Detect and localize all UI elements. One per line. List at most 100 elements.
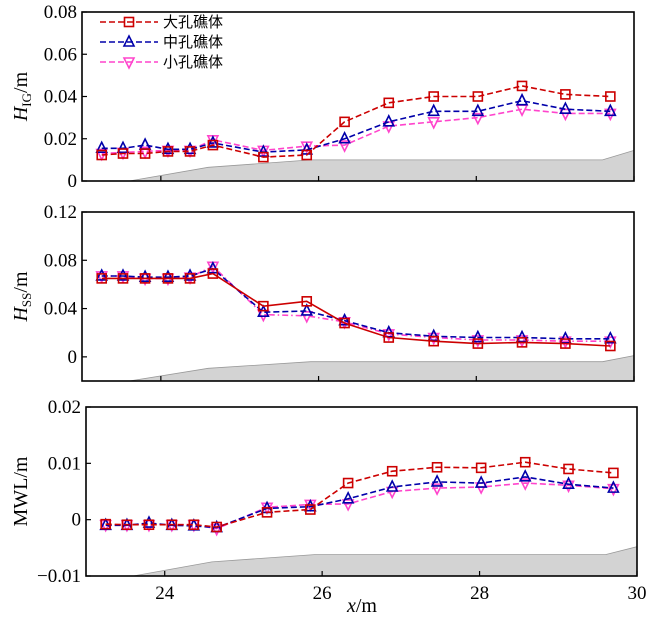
- seabed-profile: [129, 149, 635, 182]
- y-tick-label: 0.01: [48, 453, 81, 474]
- data-point: [184, 273, 196, 284]
- data-point: [117, 148, 129, 159]
- legend-item: 大孔礁体: [100, 13, 223, 31]
- data-point: [605, 340, 616, 352]
- data-point: [562, 480, 575, 494]
- data-point: [116, 271, 130, 284]
- data-point: [139, 273, 151, 284]
- data-point: [188, 519, 200, 531]
- data-point: [207, 139, 219, 151]
- data-point: [427, 117, 440, 130]
- data-point: [431, 461, 443, 473]
- series-中孔礁体: [95, 92, 617, 157]
- data-point: [258, 151, 269, 163]
- data-point: [471, 112, 485, 126]
- data-point: [515, 92, 529, 106]
- data-point: [560, 338, 571, 349]
- data-point: [95, 268, 109, 281]
- series-大孔礁体: [96, 80, 616, 163]
- data-point: [428, 335, 440, 347]
- data-point: [604, 103, 617, 117]
- data-point: [607, 483, 620, 497]
- data-point: [300, 311, 314, 324]
- data-point: [301, 296, 313, 307]
- data-point: [559, 330, 572, 344]
- data-point: [383, 97, 395, 109]
- y-axis-label: HIG/m: [10, 71, 34, 122]
- y-tick-label: 0: [68, 347, 78, 368]
- y-tick-label: 0.02: [48, 397, 81, 418]
- legend-item: 中孔礁体: [100, 33, 223, 51]
- data-point: [475, 462, 487, 474]
- data-point: [338, 130, 351, 144]
- data-point: [210, 523, 223, 537]
- data-point: [338, 312, 351, 326]
- legend-marker: [122, 57, 136, 70]
- seabed-profile: [129, 355, 635, 382]
- data-point: [206, 260, 220, 274]
- series-line: [101, 85, 611, 158]
- data-point: [258, 300, 269, 312]
- y-tick-label: 0.12: [44, 202, 77, 223]
- legend-label: 中孔礁体: [163, 33, 223, 51]
- panel-mwl: −0.01 0 0.01 0.02 24 26 28 30 MWL/m: [10, 397, 647, 604]
- data-point: [184, 146, 196, 157]
- data-point: [206, 135, 220, 148]
- series-中孔礁体: [95, 260, 617, 344]
- data-point: [142, 515, 156, 528]
- data-point: [427, 103, 440, 117]
- legend-label: 大孔礁体: [163, 13, 223, 31]
- data-point: [138, 269, 152, 282]
- data-point: [559, 108, 572, 122]
- series-line: [105, 476, 614, 529]
- data-point: [563, 463, 574, 475]
- data-point: [117, 273, 129, 284]
- data-point: [559, 101, 572, 114]
- data-point: [166, 519, 178, 531]
- y-tick-label: 0.04: [44, 87, 78, 108]
- y-tick-label: 0.08: [44, 2, 77, 23]
- plot-frame: [81, 211, 635, 382]
- x-tick-label: 24: [155, 583, 175, 604]
- data-point: [100, 518, 111, 530]
- data-point: [382, 114, 396, 127]
- data-point: [183, 268, 197, 281]
- data-point: [427, 328, 440, 342]
- data-point: [121, 519, 133, 531]
- series-小孔礁体: [99, 478, 620, 537]
- data-point: [519, 456, 531, 468]
- data-point: [139, 148, 151, 159]
- series-line: [101, 267, 611, 340]
- data-point: [385, 479, 399, 492]
- y-tick-label: 0: [68, 171, 78, 192]
- y-tick-label: −0.01: [37, 566, 81, 587]
- data-point: [607, 480, 620, 493]
- data-point: [162, 146, 174, 157]
- data-point: [116, 268, 130, 281]
- y-tick-label: 0.08: [44, 250, 77, 271]
- data-point: [300, 303, 314, 316]
- data-point: [341, 499, 355, 512]
- data-point: [382, 329, 396, 342]
- data-point: [341, 491, 355, 504]
- panel-hss: 0 0.04 0.08 0.12 HSS/m: [10, 202, 635, 382]
- data-point: [300, 141, 314, 154]
- y-axis-label: HSS/m: [10, 271, 34, 322]
- data-point: [95, 271, 109, 284]
- data-point: [474, 475, 488, 488]
- y-tick-label: 0: [72, 510, 82, 531]
- data-point: [472, 91, 484, 102]
- data-point: [604, 108, 617, 122]
- data-point: [472, 338, 484, 349]
- legend-item: 小孔礁体: [100, 53, 223, 71]
- data-point: [518, 478, 532, 491]
- data-point: [382, 121, 396, 134]
- data-point: [562, 476, 575, 489]
- data-point: [560, 89, 571, 100]
- x-axis-label: x/m: [346, 595, 377, 617]
- data-point: [518, 469, 532, 482]
- data-point: [301, 149, 313, 161]
- data-point: [211, 521, 222, 533]
